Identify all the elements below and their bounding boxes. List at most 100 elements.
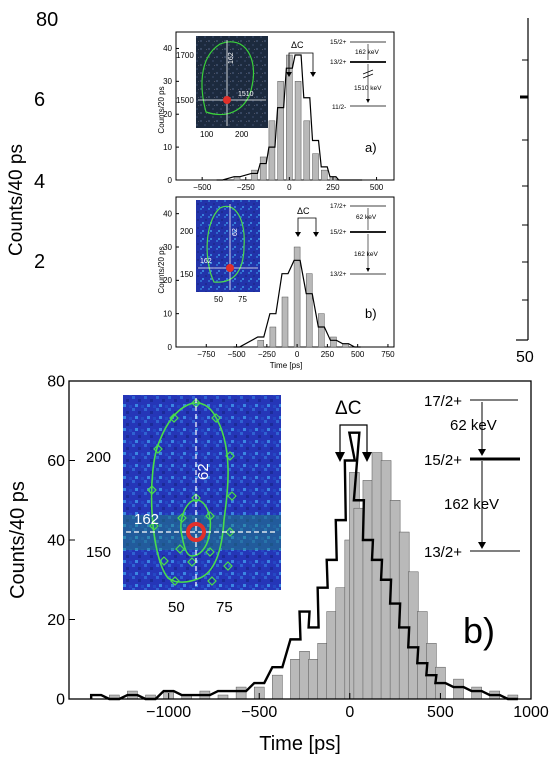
xtick-label-0: −500 (193, 183, 212, 192)
black-step-series (89, 431, 518, 701)
svg-text:11/2-: 11/2- (332, 104, 346, 111)
svg-text:17/2+: 17/2+ (330, 203, 347, 210)
bar-grey-4 (293, 246, 301, 348)
xtick-label-2: 0 (345, 704, 354, 721)
inset-cross-label-x: 62 (195, 463, 212, 480)
background-ytick-2: 2 (34, 251, 45, 273)
background-ylabel: Counts/40 ps (6, 144, 27, 256)
main-panel-inset: 62 162 200 150 50 75 (86, 395, 281, 616)
svg-text:13/2+: 13/2+ (330, 59, 347, 66)
bar-grey-11 (290, 659, 301, 700)
panel-a-level-scheme: 15/2+ 162 keV 13/2+ 1510 keV 11/2- (330, 39, 386, 111)
bar-grey-7 (294, 81, 302, 181)
panel-b-small-ticks: −750 −500 −250 0 250 500 750 0 10 20 30 40 (163, 209, 395, 359)
ytick-label-0: 0 (168, 343, 173, 352)
bar-grey-2 (269, 326, 277, 348)
inset-xtick-50: 50 (168, 599, 185, 616)
level-13-2: 13/2+ (424, 544, 462, 561)
ytick-label-3: 30 (163, 77, 172, 86)
bar-grey-3 (259, 156, 267, 181)
panel-a-inset-ytick-1700: 1700 (176, 51, 194, 60)
inset-center-marker (186, 522, 206, 542)
svg-text:162 keV: 162 keV (355, 49, 380, 56)
panel-a-inset-cross-x: 162 (228, 52, 235, 64)
background-right-axis: 50 (516, 18, 534, 366)
panel-b-small-level-scheme: 17/2+ 62 keV 15/2+ 162 keV 13/2+ (330, 203, 386, 278)
inset-cross-label-y: 162 (134, 511, 159, 528)
delta-c-label: ΔC (335, 398, 361, 419)
bar-grey-8 (235, 686, 247, 700)
xtick-label-0: −1000 (146, 704, 191, 721)
ytick-label-4: 40 (163, 44, 172, 53)
panel-a-inset-xtick-100: 100 (200, 130, 214, 139)
panel-b-small-inset-cross-y: 162 (200, 258, 212, 265)
background-ytick-4: 4 (34, 171, 45, 193)
ytick-label-2: 20 (163, 276, 172, 285)
main-panel-delta-c: ΔC (335, 398, 372, 462)
bar-grey-6 (318, 313, 325, 348)
xtick-label-3: 250 (326, 183, 340, 192)
panel-a-inset: 162 1510 1700 1500 100 200 (176, 36, 268, 139)
panel-b-small-delta-c: ΔC (295, 206, 319, 237)
bar-grey-13 (308, 659, 319, 700)
xtick-label-4: 500 (370, 183, 384, 192)
panel-b-small-xlabel: Time [ps] (270, 361, 303, 370)
panel-a-inset-cross-y: 1510 (238, 91, 254, 98)
main-panel-xlabel: Time [ps] (259, 733, 341, 755)
bar-grey-7 (330, 336, 337, 348)
main-panel-level-scheme: 17/2+ 62 keV 15/2+ 162 keV 13/2+ (424, 393, 520, 561)
black-step-series (233, 259, 361, 348)
bar-grey-23 (389, 500, 401, 700)
svg-text:ΔC: ΔC (297, 206, 310, 216)
bar-grey-14 (317, 643, 328, 700)
ytick-label-0: 0 (168, 176, 173, 185)
inset-ytick-150: 150 (86, 544, 111, 561)
main-panel-ylabel: Counts/40 ps (7, 481, 29, 599)
inset-ytick-200: 200 (86, 449, 111, 466)
panel-b-small-inset-xtick-50: 50 (214, 295, 223, 304)
inset-xtick-75: 75 (216, 599, 233, 616)
panel-a-ticks: −500 −250 0 250 500 0 10 20 30 40 (163, 44, 384, 192)
ytick-label-1: 20 (47, 612, 65, 629)
svg-text:62 keV: 62 keV (356, 214, 377, 221)
ytick-label-3: 60 (47, 453, 65, 470)
xtick-label-3: 0 (295, 350, 300, 359)
ytick-label-1: 10 (163, 309, 172, 318)
panel-b-small-inset-ytick-150: 150 (180, 270, 194, 279)
bar-grey-30 (471, 686, 482, 700)
panel-a-label: a) (365, 140, 377, 155)
bar-grey-4 (268, 120, 276, 181)
bar-grey-9 (312, 153, 319, 181)
background-ytick-6: 6 (34, 89, 45, 111)
bar-grey-8 (303, 120, 311, 181)
panel-b-small: −750 −500 −250 0 250 500 750 0 10 20 30 40 Counts/2… (157, 196, 395, 370)
bar-grey-29 (453, 678, 464, 700)
panel-b-small-inset-xtick-75: 75 (238, 295, 247, 304)
black-step-series (216, 54, 363, 181)
bar-grey-5 (277, 81, 284, 181)
ytick-label-1: 10 (163, 143, 172, 152)
xtick-label-1: −500 (228, 350, 247, 359)
xtick-label-4: 250 (321, 350, 335, 359)
background-left-axis: 80 6 4 2 Counts/40 ps (6, 9, 58, 273)
bar-grey-3 (281, 296, 289, 348)
main-panel-ticks: −1000 −500 0 500 1000 0 20 40 60 80 (47, 374, 549, 721)
background-right-label: 50 (516, 349, 534, 366)
xtick-label-4: 1000 (513, 704, 549, 721)
xtick-label-1: −500 (241, 704, 277, 721)
background-ytick-top: 80 (36, 9, 58, 31)
main-panel-label: b) (463, 610, 495, 651)
inset-contour (150, 402, 229, 583)
panel-b-small-inset-ytick-200: 200 (180, 227, 194, 236)
ytick-label-4: 80 (47, 374, 65, 391)
ytick-label-3: 30 (163, 243, 172, 252)
bar-grey-16 (335, 587, 347, 700)
panel-a: −500 −250 0 250 500 0 10 20 30 40 Counts/20 ps a)… (157, 31, 395, 192)
panel-b-small-ylabel: Counts/20 ps (157, 246, 166, 293)
transition-62-kev: 62 keV (450, 417, 497, 434)
panel-a-series (216, 54, 363, 181)
bar-grey-12 (299, 651, 310, 700)
bar-grey-5 (305, 273, 313, 348)
transition-162-kev: 162 keV (444, 496, 499, 513)
ytick-label-2: 20 (163, 110, 172, 119)
